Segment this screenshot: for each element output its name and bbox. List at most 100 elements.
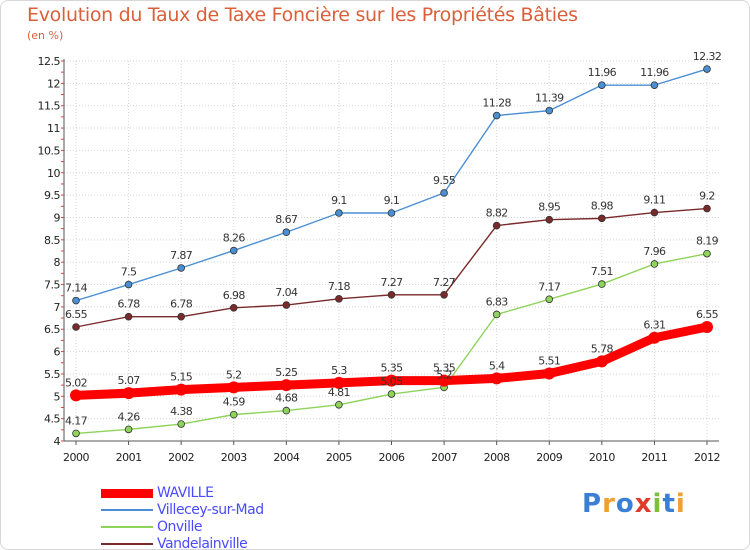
data-point — [72, 296, 80, 305]
x-tick-label: 2005 — [326, 451, 352, 464]
data-label: 8.82 — [486, 207, 508, 220]
data-label: 5.2 — [436, 368, 452, 381]
y-tick-label: 5 — [54, 390, 61, 403]
data-label: 9.55 — [433, 174, 456, 187]
data-label: 11.96 — [640, 66, 669, 79]
data-point — [545, 106, 554, 115]
legend-label: Vandelainville — [157, 536, 248, 550]
data-point — [177, 264, 185, 272]
x-tick-label: 2007 — [431, 451, 457, 464]
data-labels: 7.14 7.5 7.87 8.26 8.67 9.1 9.1 9.55 11.28 11.39 1… — [65, 50, 722, 427]
data-point — [648, 331, 661, 344]
data-point — [598, 214, 606, 223]
data-point — [385, 374, 398, 387]
x-tick-label: 2010 — [589, 451, 615, 464]
y-tick-label: 8 — [54, 256, 61, 269]
data-point — [492, 310, 501, 319]
x-tick-label: 2003 — [221, 451, 247, 464]
data-point — [703, 204, 711, 213]
x-tick-label: 2006 — [379, 451, 405, 464]
legend-swatch — [101, 509, 153, 511]
data-label: 8.26 — [223, 232, 246, 245]
x-tick-label: 2002 — [168, 451, 194, 464]
data-label: 11.39 — [535, 92, 564, 105]
data-label: 9.11 — [643, 194, 665, 207]
legend-label: Villecey-sur-Mad — [157, 502, 264, 518]
x-tick-label: 2009 — [536, 451, 562, 464]
logo-letter: i — [652, 489, 663, 519]
legend-swatch — [101, 488, 153, 498]
x-tick-label: 2012 — [694, 451, 720, 464]
data-label: 7.27 — [380, 276, 403, 289]
data-point — [122, 387, 135, 400]
data-point — [335, 209, 343, 217]
data-point — [72, 323, 80, 331]
data-point — [332, 376, 345, 389]
data-label: 4.59 — [223, 396, 246, 409]
data-point — [124, 425, 133, 434]
data-label: 8.95 — [538, 201, 561, 214]
data-label: 6.83 — [486, 295, 509, 308]
data-point — [72, 429, 80, 438]
data-label: 8.67 — [275, 213, 298, 226]
data-label: 6.55 — [65, 308, 88, 321]
data-point — [595, 355, 608, 368]
data-point — [440, 291, 448, 299]
data-label: 5.05 — [380, 375, 403, 388]
data-point — [229, 246, 238, 255]
data-label: 6.31 — [643, 319, 665, 332]
y-tick-label: 4 — [54, 435, 61, 448]
data-label: 5.07 — [118, 374, 141, 387]
data-label: 5.15 — [170, 371, 193, 384]
data-point — [492, 221, 501, 230]
data-point — [650, 208, 659, 217]
y-tick-label: 10.5 — [38, 144, 61, 157]
legend-swatch — [101, 526, 153, 528]
legend-label: Onville — [157, 519, 202, 535]
x-tick-label: 2000 — [63, 451, 89, 464]
logo-letter: t — [662, 489, 676, 519]
data-point — [545, 215, 554, 224]
x-tick-label: 2001 — [116, 451, 142, 464]
data-label: 9.1 — [331, 194, 347, 207]
data-point — [492, 111, 501, 120]
data-point — [282, 406, 291, 415]
logo-letter: i — [675, 489, 686, 519]
data-point — [650, 81, 659, 89]
data-point — [227, 381, 240, 394]
x-tick-label: 2011 — [641, 451, 667, 464]
logo-letter: r — [602, 489, 616, 519]
data-label: 7.18 — [328, 280, 351, 293]
logo-letter: o — [615, 489, 635, 519]
data-point — [545, 295, 554, 304]
data-point — [177, 420, 185, 428]
data-label: 11.28 — [482, 97, 511, 110]
data-label: 6.55 — [696, 308, 719, 321]
data-label: 5.4 — [489, 359, 505, 372]
data-label: 4.68 — [275, 392, 298, 405]
y-tick-label: 8.5 — [44, 234, 60, 247]
data-point — [387, 209, 396, 217]
data-label: 12.32 — [693, 50, 722, 63]
data-label: 7.04 — [275, 286, 298, 299]
data-point — [387, 291, 396, 299]
data-point — [703, 65, 711, 73]
y-tick-label: 5.5 — [44, 368, 60, 381]
data-label: 4.38 — [170, 405, 193, 418]
data-label: 6.78 — [118, 298, 141, 311]
data-point — [598, 280, 606, 288]
data-label: 5.2 — [226, 368, 242, 381]
data-label: 9.2 — [699, 190, 715, 203]
x-tick-label: 2008 — [484, 451, 510, 464]
y-tick-label: 7 — [54, 301, 61, 314]
data-label: 7.17 — [538, 280, 561, 293]
data-label: 5.35 — [380, 362, 403, 375]
data-label: 4.26 — [118, 410, 141, 423]
data-points — [70, 65, 713, 438]
data-point — [282, 301, 291, 309]
y-tick-label: 11.5 — [38, 100, 61, 113]
y-tick-label: 9 — [54, 211, 61, 224]
y-tick-label: 7.5 — [44, 279, 60, 292]
data-point — [703, 249, 711, 258]
